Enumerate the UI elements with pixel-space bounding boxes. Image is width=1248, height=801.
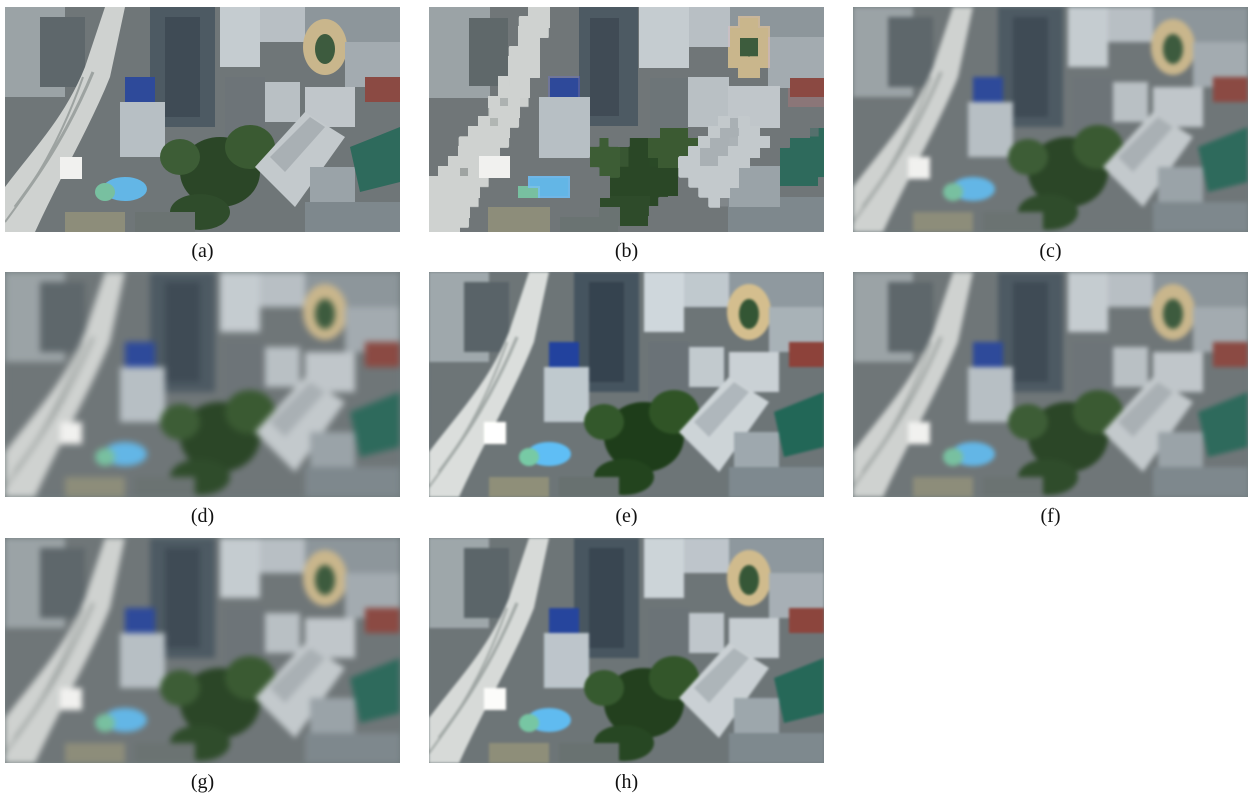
panel-a-caption: (a) xyxy=(191,240,214,262)
panel-h-image xyxy=(429,538,824,763)
panel-b-image xyxy=(429,7,824,232)
panel-d: (d) xyxy=(5,272,400,527)
panel-c-image xyxy=(853,7,1248,232)
panel-f-image xyxy=(853,272,1248,497)
panel-g-caption: (g) xyxy=(190,771,215,793)
panel-d-caption: (d) xyxy=(190,505,215,527)
panel-h-caption: (h) xyxy=(614,771,639,793)
panel-g-image xyxy=(5,538,400,763)
panel-g: (g) xyxy=(5,538,400,793)
panel-b: (b) xyxy=(429,7,824,262)
panel-c: (c) xyxy=(853,7,1248,262)
panel-e-caption: (e) xyxy=(615,505,638,527)
panel-h: (h) xyxy=(429,538,824,793)
panel-f: (f) xyxy=(853,272,1248,527)
panel-a: (a) xyxy=(5,7,400,262)
panel-c-caption: (c) xyxy=(1039,240,1062,262)
panel-f-caption: (f) xyxy=(1040,505,1061,527)
panel-b-caption: (b) xyxy=(614,240,639,262)
panel-a-image xyxy=(5,7,400,232)
panel-e-image xyxy=(429,272,824,497)
panel-d-image xyxy=(5,272,400,497)
panel-e: (e) xyxy=(429,272,824,527)
